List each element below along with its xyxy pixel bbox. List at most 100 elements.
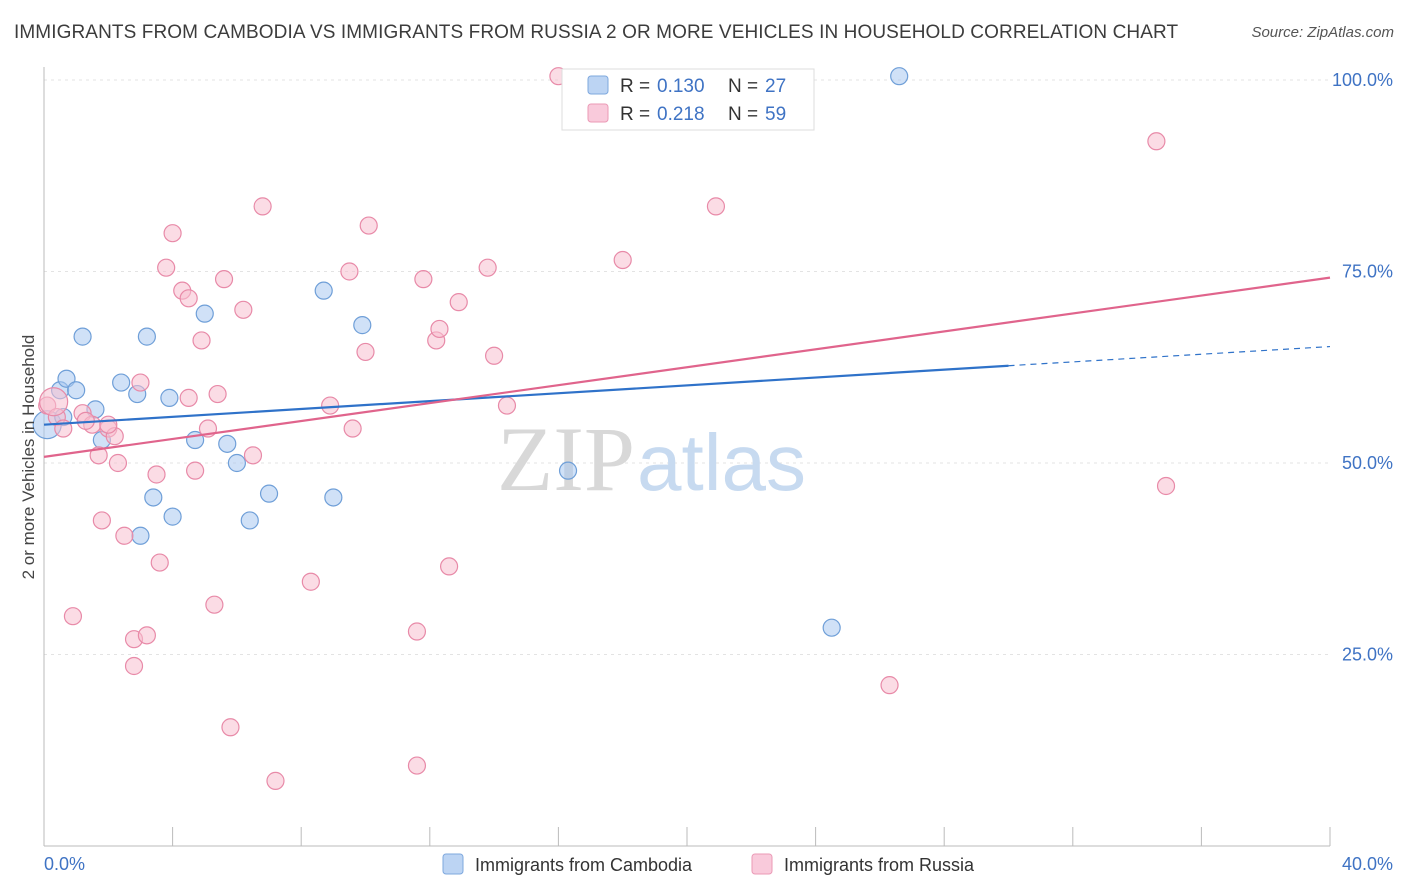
point-s1-53 bbox=[880, 676, 899, 695]
point-s0-15 bbox=[218, 434, 237, 453]
stats-r-value-russia: 0.218 bbox=[657, 104, 705, 125]
data-points bbox=[32, 67, 1176, 790]
point-s0-7 bbox=[112, 373, 131, 392]
point-s0-4 bbox=[73, 327, 92, 346]
point-s0-16 bbox=[227, 453, 246, 473]
y-axis-tick-labels: 25.0% 50.0% 75.0% 100.0% bbox=[1332, 70, 1393, 665]
point-s1-37 bbox=[343, 419, 362, 438]
point-s0-23 bbox=[558, 461, 578, 480]
point-s0-18 bbox=[259, 484, 279, 503]
point-s1-21 bbox=[179, 388, 198, 407]
point-s1-46 bbox=[449, 293, 468, 312]
point-s0-12 bbox=[163, 507, 182, 526]
watermark-atlas: atlas bbox=[637, 418, 806, 507]
point-s1-54 bbox=[1147, 132, 1166, 151]
series-0-points bbox=[32, 67, 909, 637]
point-s1-35 bbox=[321, 396, 340, 415]
stats-legend: R = 0.130 N = 27 R = 0.218 N = 59 bbox=[561, 68, 815, 131]
stats-r-label-cambodia: R = bbox=[620, 76, 650, 97]
point-s1-26 bbox=[205, 595, 224, 614]
point-s0-10 bbox=[144, 488, 163, 507]
point-s1-42 bbox=[414, 270, 433, 289]
point-s1-58 bbox=[99, 415, 118, 434]
y-tick-label-1: 50.0% bbox=[1342, 453, 1393, 473]
bottom-legend: Immigrants from Cambodia Immigrants from… bbox=[442, 853, 975, 875]
stats-r-label-russia: R = bbox=[620, 104, 650, 125]
point-s1-30 bbox=[234, 300, 253, 319]
point-s1-16 bbox=[147, 465, 166, 484]
point-s1-15 bbox=[137, 626, 156, 645]
watermark: ZIP atlas bbox=[497, 408, 806, 510]
point-s1-48 bbox=[485, 346, 504, 365]
point-s1-36 bbox=[340, 262, 359, 281]
point-s1-22 bbox=[179, 289, 198, 308]
point-s1-24 bbox=[192, 331, 211, 350]
point-s1-44 bbox=[430, 319, 449, 339]
point-s1-52 bbox=[706, 197, 726, 216]
series-1-points bbox=[38, 67, 1176, 790]
stats-swatch-russia bbox=[587, 103, 609, 123]
point-s0-19 bbox=[314, 281, 333, 300]
point-s1-29 bbox=[221, 718, 240, 737]
point-s1-14 bbox=[131, 373, 150, 392]
stats-swatch-cambodia bbox=[587, 75, 609, 95]
point-s0-21 bbox=[353, 316, 372, 335]
y-tick-label-3: 100.0% bbox=[1332, 70, 1393, 90]
point-s0-20 bbox=[324, 488, 343, 507]
point-s1-41 bbox=[407, 622, 427, 641]
point-s1-32 bbox=[253, 197, 272, 216]
trend-extension-0 bbox=[1008, 345, 1331, 367]
point-s1-18 bbox=[157, 258, 176, 277]
point-s1-10 bbox=[108, 453, 128, 473]
y-axis-label: 2 or more Vehicles in Household bbox=[19, 335, 38, 580]
point-s1-45 bbox=[439, 557, 459, 576]
legend-swatch-russia bbox=[751, 853, 773, 875]
point-s1-3 bbox=[63, 607, 83, 626]
trend-line-1 bbox=[43, 276, 1331, 458]
stats-n-value-russia: 59 bbox=[765, 104, 786, 125]
point-s1-31 bbox=[243, 446, 263, 465]
x-tick-label-max: 40.0% bbox=[1342, 854, 1393, 874]
stats-r-value-cambodia: 0.130 bbox=[657, 76, 705, 97]
point-s1-19 bbox=[163, 224, 182, 243]
point-s1-11 bbox=[115, 526, 134, 545]
legend-label-cambodia: Immigrants from Cambodia bbox=[475, 855, 693, 875]
point-s1-7 bbox=[92, 511, 111, 530]
point-s1-28 bbox=[214, 270, 234, 289]
point-s1-33 bbox=[266, 771, 285, 790]
point-s1-17 bbox=[150, 553, 169, 572]
point-s1-27 bbox=[208, 384, 227, 404]
grid-lines bbox=[44, 79, 1330, 655]
point-s1-23 bbox=[186, 461, 205, 480]
point-s0-24 bbox=[822, 618, 841, 637]
point-s1-51 bbox=[613, 250, 632, 270]
point-s0-11 bbox=[160, 388, 179, 407]
point-s0-25 bbox=[890, 67, 909, 86]
stats-n-value-cambodia: 27 bbox=[765, 76, 786, 97]
y-tick-label-2: 75.0% bbox=[1342, 262, 1393, 282]
stats-n-label-russia: N = bbox=[728, 104, 758, 125]
point-s1-56 bbox=[39, 387, 69, 417]
point-s1-38 bbox=[356, 342, 375, 362]
watermark-zip: ZIP bbox=[497, 408, 635, 510]
point-s0-14 bbox=[195, 304, 214, 323]
point-s0-3 bbox=[67, 381, 86, 400]
legend-swatch-cambodia bbox=[442, 853, 464, 875]
point-s1-55 bbox=[1156, 476, 1176, 496]
point-s1-13 bbox=[124, 656, 144, 676]
point-s1-6 bbox=[89, 446, 108, 465]
point-s0-22 bbox=[131, 526, 150, 545]
stats-n-label-cambodia: N = bbox=[728, 76, 758, 97]
x-tick-label-min: 0.0% bbox=[44, 854, 85, 874]
chart-source: Source: ZipAtlas.com bbox=[1251, 24, 1394, 41]
point-s1-34 bbox=[301, 572, 320, 591]
point-s0-9 bbox=[137, 327, 156, 346]
point-s1-47 bbox=[478, 258, 497, 277]
legend-label-russia: Immigrants from Russia bbox=[784, 855, 975, 875]
point-s1-39 bbox=[359, 216, 378, 235]
point-s1-40 bbox=[407, 756, 427, 775]
chart-title: IMMIGRANTS FROM CAMBODIA VS IMMIGRANTS F… bbox=[14, 22, 1179, 43]
y-tick-label-0: 25.0% bbox=[1342, 645, 1393, 665]
point-s0-17 bbox=[240, 511, 259, 530]
